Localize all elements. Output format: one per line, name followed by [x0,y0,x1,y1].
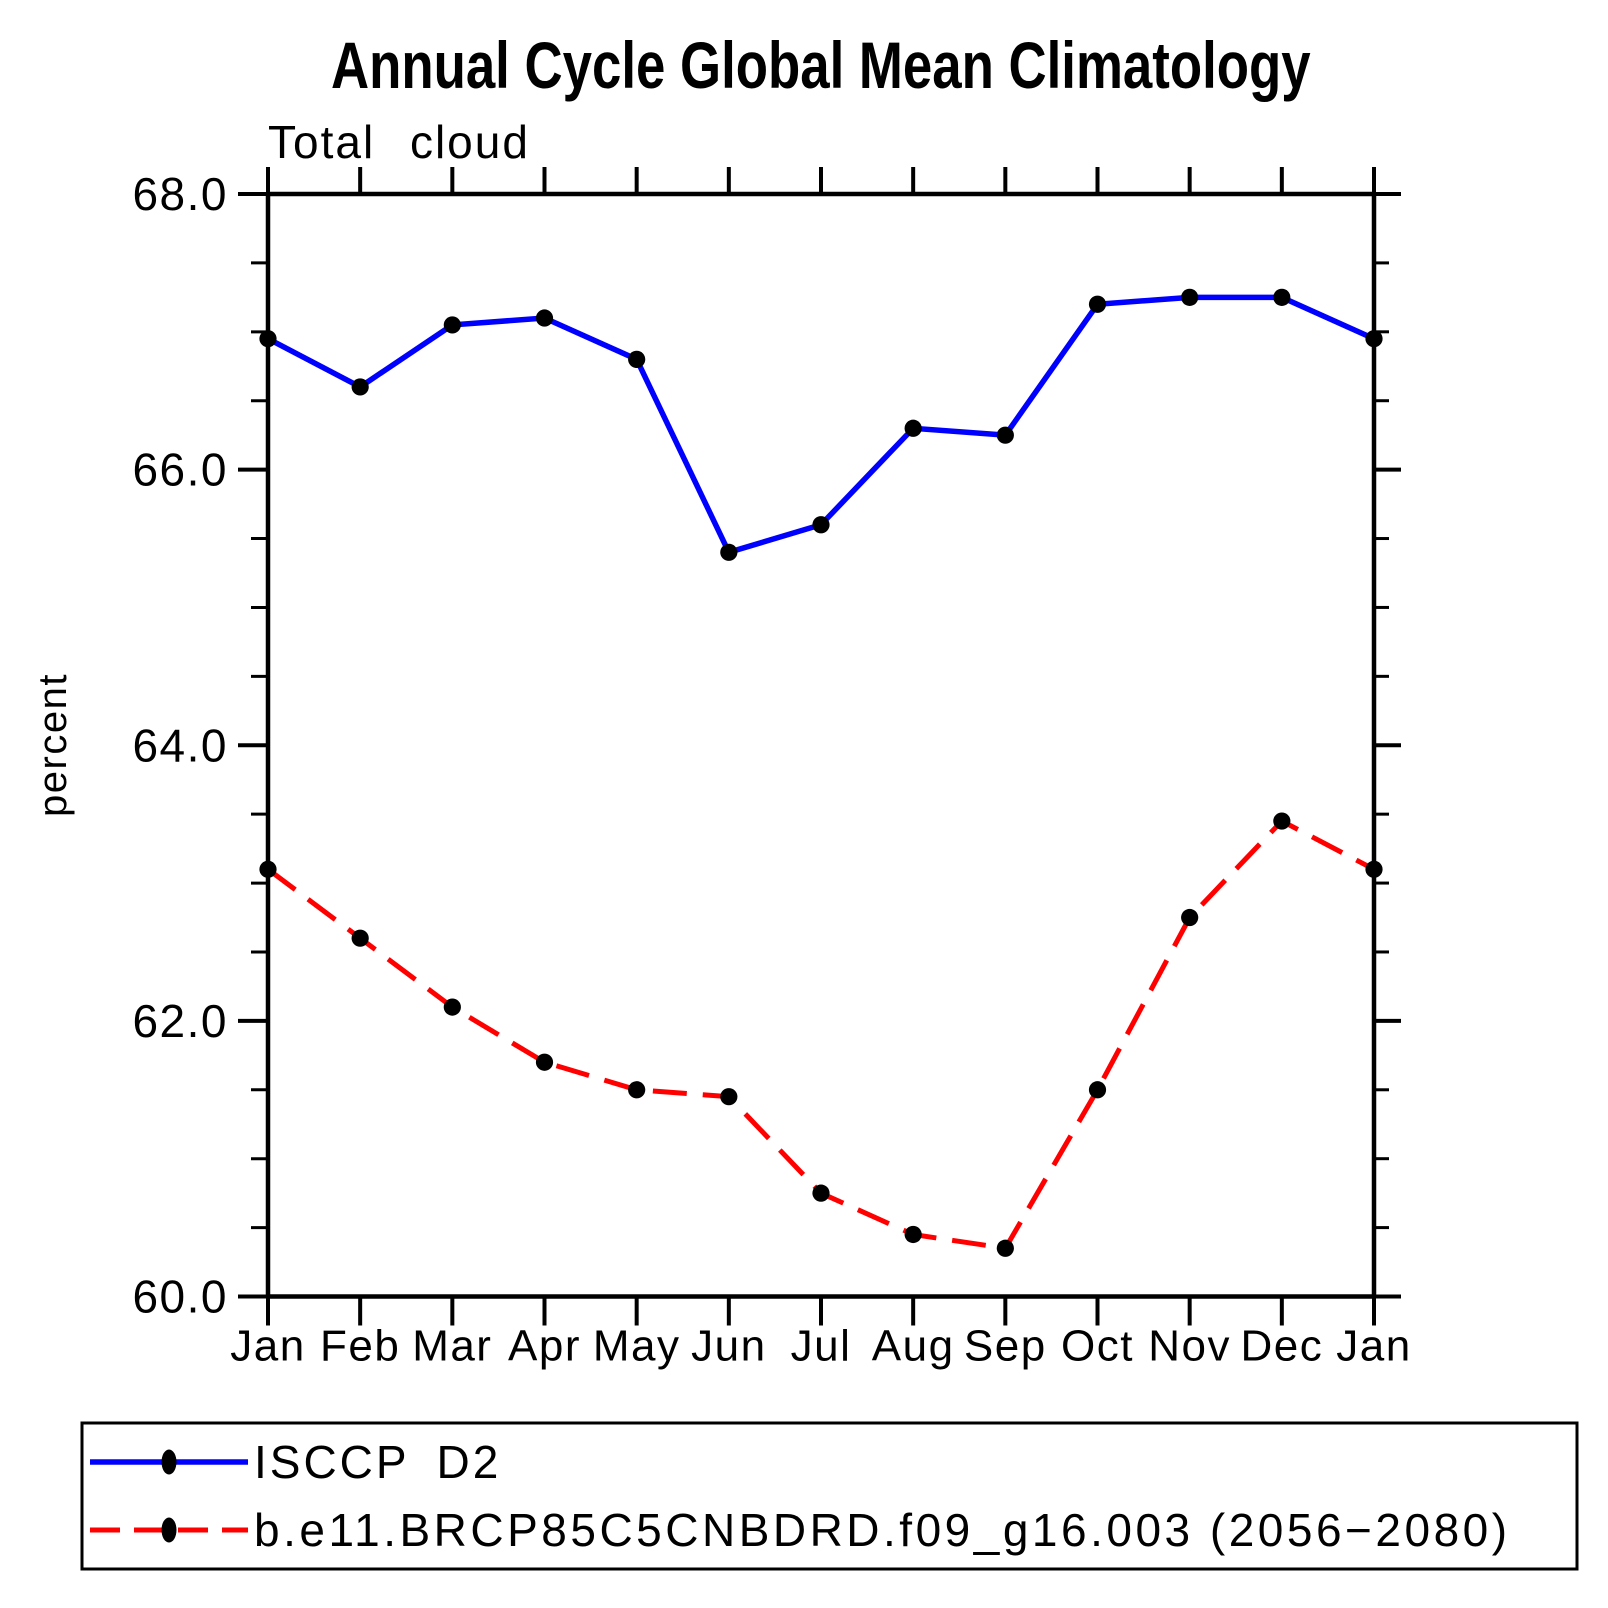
axis-labels: Jan Feb Mar Apr May Jun Jul Aug Sep Oct Nov Dec Jan6… [132,168,1411,1371]
x-tick-label: Jul [791,1322,852,1371]
y-tick-label: 60.0 [132,1271,228,1323]
data-point-series-1 [1273,812,1291,830]
data-point-series-0 [443,316,461,334]
data-point-series-1 [904,1225,922,1244]
data-point-series-1 [535,1053,554,1071]
legend-marker [161,1517,177,1543]
y-axis-title: percent [31,673,75,817]
data-point-series-0 [904,419,922,437]
data-point-series-0 [1273,288,1291,306]
y-tick-label: 68.0 [132,168,228,220]
x-tick-label: Sep [964,1322,1047,1371]
tick-marks [238,167,1401,1326]
data-point-series-0 [996,426,1014,444]
data-point-series-1 [996,1239,1014,1257]
chart-subtitle: Total cloud [268,116,530,168]
data-point-series-0 [720,543,738,561]
data-point-series-1 [351,929,369,947]
x-tick-label: Jan [1336,1322,1411,1371]
data-point-series-0 [1365,330,1383,348]
data-point-series-0 [535,309,554,327]
chart-title: Annual Cycle Global Mean Climatology [331,28,1311,102]
y-tick-label: 62.0 [132,995,228,1047]
data-point-series-1 [1181,908,1199,927]
x-tick-label: Feb [320,1322,400,1371]
data-point-series-1 [720,1088,738,1106]
data-point-series-1 [628,1081,646,1099]
data-point-series-1 [1088,1081,1107,1099]
x-tick-label: Dec [1240,1322,1323,1371]
series-line-1 [266,817,1376,1251]
data-point-series-0 [259,330,277,348]
plot-frame [265,191,1377,1299]
x-tick-label: Jan [230,1322,305,1371]
y-tick-label: 66.0 [132,444,228,496]
legend-label-isccp: ISCCP D2 [254,1436,501,1488]
data-point-series-0 [1181,288,1199,306]
legend-box [80,1421,1579,1571]
data-point-series-1 [812,1184,830,1202]
data-point-series-0 [1088,295,1107,313]
data-point-series-0 [351,378,369,396]
data-point-series-1 [1365,860,1383,878]
data-series [259,288,1383,1257]
x-tick-label: May [593,1322,681,1371]
x-tick-label: Aug [872,1322,955,1371]
series-line-0 [266,294,1376,556]
data-point-series-0 [628,350,646,368]
x-tick-label: Jun [691,1322,766,1371]
x-tick-label: Apr [508,1322,581,1371]
data-point-series-1 [259,860,277,878]
x-tick-label: Mar [412,1322,492,1371]
legend-marker [161,1449,177,1475]
legend: ISCCP D2 b.e11.BRCP85C5CNBDRD.f09_g16.00… [80,1421,1579,1571]
y-tick-label: 64.0 [132,719,228,771]
data-point-series-0 [812,516,830,534]
x-tick-label: Oct [1061,1322,1134,1371]
data-point-series-1 [443,998,461,1016]
x-tick-label: Nov [1148,1322,1231,1371]
legend-label-model-run: b.e11.BRCP85C5CNBDRD.f09_g16.003 (2056−2… [254,1504,1511,1556]
